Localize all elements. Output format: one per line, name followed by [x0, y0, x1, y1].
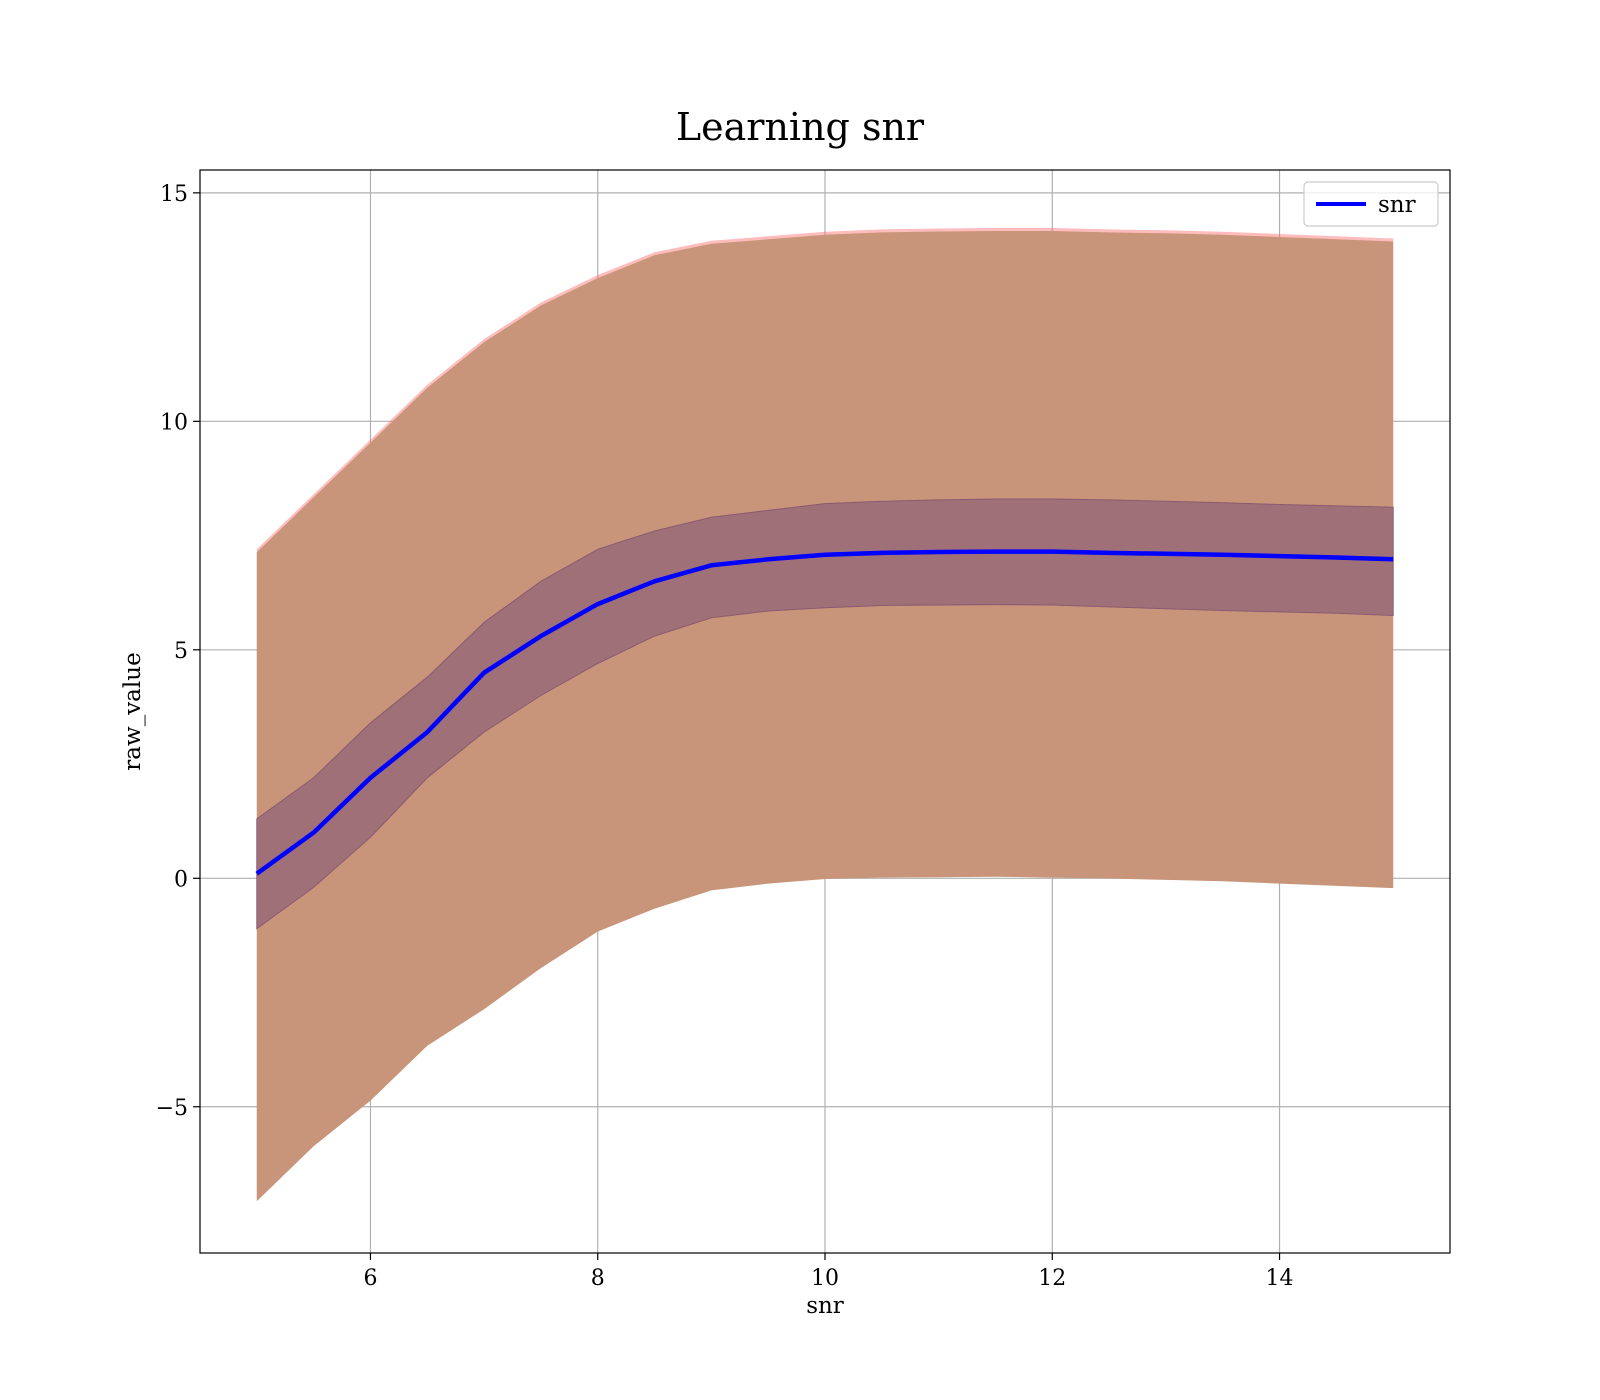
- x-tick-label: 14: [1266, 1266, 1294, 1291]
- lines: [255, 549, 1394, 876]
- legend: snr: [1303, 181, 1439, 227]
- inner-band: [256, 498, 1394, 930]
- x-tick-label: 12: [1038, 1266, 1066, 1291]
- chart-title: Learning snr: [676, 105, 925, 149]
- x-axis-label: snr: [806, 1293, 844, 1319]
- x-tick-label: 10: [811, 1266, 839, 1291]
- y-tick-label: 10: [160, 410, 188, 435]
- legend-box: [1303, 181, 1439, 227]
- outer-band: [256, 231, 1394, 1202]
- legend-label-snr: snr: [1378, 192, 1416, 218]
- x-tick-label: 8: [591, 1266, 605, 1291]
- y-tick-label: 15: [160, 182, 188, 207]
- ticks: 6 8 10 12 14 −5 0 5 10 15: [156, 182, 1294, 1291]
- bands: [256, 228, 1394, 1202]
- series-line-snr: [255, 549, 1394, 876]
- x-tick-label: 6: [363, 1266, 377, 1291]
- y-axis-label: raw_value: [120, 652, 146, 770]
- y-tick-label: −5: [156, 1096, 188, 1121]
- y-tick-label: 0: [174, 867, 188, 892]
- y-tick-label: 5: [174, 639, 188, 664]
